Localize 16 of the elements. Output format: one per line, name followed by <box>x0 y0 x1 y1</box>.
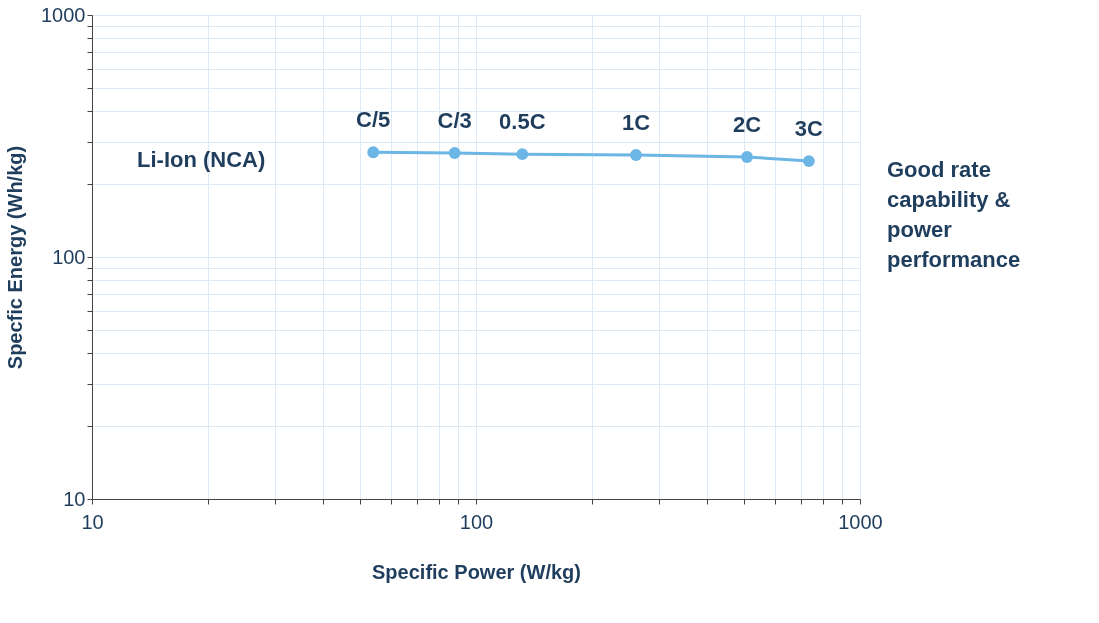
text: Good rate capability & power performance <box>887 157 1021 272</box>
y-tick-label: 100 <box>52 245 86 268</box>
annotation: 0.5C <box>499 109 546 135</box>
annotation: 3C <box>794 116 824 142</box>
annotation: 2C <box>732 111 762 137</box>
annotation: Li-Ion (NCA) <box>137 147 266 172</box>
annotation: C/5 <box>356 107 391 133</box>
x-tick-label: 100 <box>459 510 494 533</box>
annotation: 1C <box>621 109 651 135</box>
x-tick-label: 1000 <box>838 510 883 533</box>
x-tick-label: 10 <box>81 510 104 533</box>
x-axis-title: Specific Power (W/kg) <box>372 560 581 583</box>
y-tick-label: 1000 <box>41 3 86 26</box>
annotation: C/3 <box>437 108 472 133</box>
y-axis-title: Specfic Energy (Wh/kg) <box>4 145 27 370</box>
y-tick-label: 10 <box>63 487 86 510</box>
